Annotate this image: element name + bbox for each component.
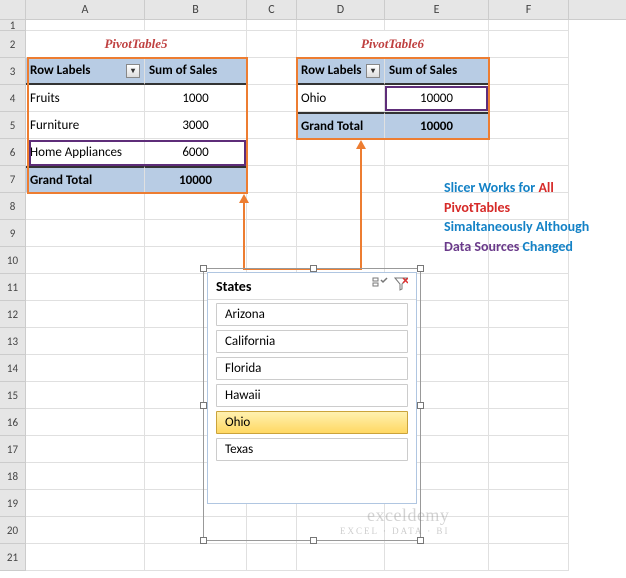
slicer-item[interactable]: Ohio [216, 411, 408, 434]
slicer-item[interactable]: Hawaii [216, 384, 408, 407]
states-slicer[interactable]: States Arizona California Florida Hawaii Ohi… [207, 272, 417, 504]
row-header-18[interactable]: 18 [0, 463, 26, 490]
row-header-12[interactable]: 12 [0, 301, 26, 328]
col-header-A[interactable]: A [26, 0, 145, 19]
row-header-8[interactable]: 8 [0, 193, 26, 220]
pivot5-row-value[interactable]: 3000 [145, 112, 247, 139]
multi-select-icon[interactable] [372, 277, 388, 295]
select-all-corner[interactable] [0, 0, 26, 19]
row-header-15[interactable]: 15 [0, 382, 26, 409]
slicer-item[interactable]: California [216, 330, 408, 353]
pivot5-row-label[interactable]: Home Appliances [26, 139, 145, 166]
row-header-3[interactable]: 3 [0, 58, 26, 85]
row-header-1[interactable]: 1 [0, 20, 26, 31]
slicer-item[interactable]: Texas [216, 438, 408, 461]
row-header-16[interactable]: 16 [0, 409, 26, 436]
row-header-9[interactable]: 9 [0, 220, 26, 247]
filter-dropdown-icon[interactable]: ▾ [126, 64, 140, 78]
pivot5-row-label[interactable]: Fruits [26, 85, 145, 112]
note-text: Slicer Works for [444, 179, 538, 196]
row-header-17[interactable]: 17 [0, 436, 26, 463]
pivot6-title: PivotTable6 [297, 31, 489, 58]
note-text: All [538, 179, 553, 196]
arrow-h-connector [244, 268, 361, 270]
pivot5-sum-header: Sum of Sales [145, 58, 247, 85]
pivot5-grandtotal-label: Grand Total [26, 166, 145, 193]
row-header-19[interactable]: 19 [0, 490, 26, 517]
row-header-2[interactable]: 2 [0, 31, 26, 58]
pivot5-title: PivotTable5 [26, 31, 247, 58]
clear-filter-icon[interactable] [394, 277, 408, 295]
col-header-B[interactable]: B [145, 0, 247, 19]
annotation-text: Slicer Works for All PivotTables Simalta… [444, 178, 624, 256]
pivot5-row-value[interactable]: 6000 [145, 139, 247, 166]
pivot6-row-label[interactable]: Ohio [297, 85, 385, 112]
row-header-7[interactable]: 7 [0, 166, 26, 193]
row-header-10[interactable]: 10 [0, 247, 26, 274]
filter-dropdown-icon[interactable]: ▾ [366, 64, 380, 78]
pivot5-grandtotal-value: 10000 [145, 166, 247, 193]
row-header-20[interactable]: 20 [0, 517, 26, 544]
pivot5-row-label[interactable]: Furniture [26, 112, 145, 139]
row-header-11[interactable]: 11 [0, 274, 26, 301]
pivot5-row-value[interactable]: 1000 [145, 85, 247, 112]
note-text: PivotTables [444, 199, 510, 216]
row-header-13[interactable]: 13 [0, 328, 26, 355]
note-text: Data Sources [444, 238, 519, 255]
slicer-title: States [216, 278, 251, 295]
row-headers: 123456789101112131415161718192021 [0, 20, 26, 571]
row-header-5[interactable]: 5 [0, 112, 26, 139]
row-header-14[interactable]: 14 [0, 355, 26, 382]
pivot6-grandtotal-label: Grand Total [297, 112, 385, 139]
row-header-21[interactable]: 21 [0, 544, 26, 571]
watermark: exceldemy EXCEL · DATA · BI [340, 505, 449, 536]
arrow-to-pivot6 [360, 146, 362, 270]
column-headers: ABCDEF [0, 0, 626, 20]
note-text: Changed [519, 238, 573, 255]
arrow-to-pivot5 [243, 200, 245, 270]
pivot6-rowlabels-header[interactable]: Row Labels▾ [297, 58, 385, 85]
note-text: Simaltaneously Although [444, 218, 589, 235]
pivot6-grandtotal-value: 10000 [385, 112, 489, 139]
slicer-item[interactable]: Arizona [216, 303, 408, 326]
row-header-6[interactable]: 6 [0, 139, 26, 166]
slicer-items: Arizona California Florida Hawaii Ohio Texas [208, 300, 416, 468]
col-header-E[interactable]: E [385, 0, 489, 19]
slicer-header: States [208, 273, 416, 300]
col-header-C[interactable]: C [247, 0, 297, 19]
arrow-head-pivot5 [239, 194, 249, 203]
col-header-D[interactable]: D [297, 0, 385, 19]
col-header-F[interactable]: F [489, 0, 569, 19]
pivot6-row-value[interactable]: 10000 [385, 85, 489, 112]
row-header-4[interactable]: 4 [0, 85, 26, 112]
slicer-item[interactable]: Florida [216, 357, 408, 380]
pivot5-rowlabels-header[interactable]: Row Labels▾ [26, 58, 145, 85]
arrow-head-pivot6 [356, 140, 366, 149]
pivot6-sum-header: Sum of Sales [385, 58, 489, 85]
